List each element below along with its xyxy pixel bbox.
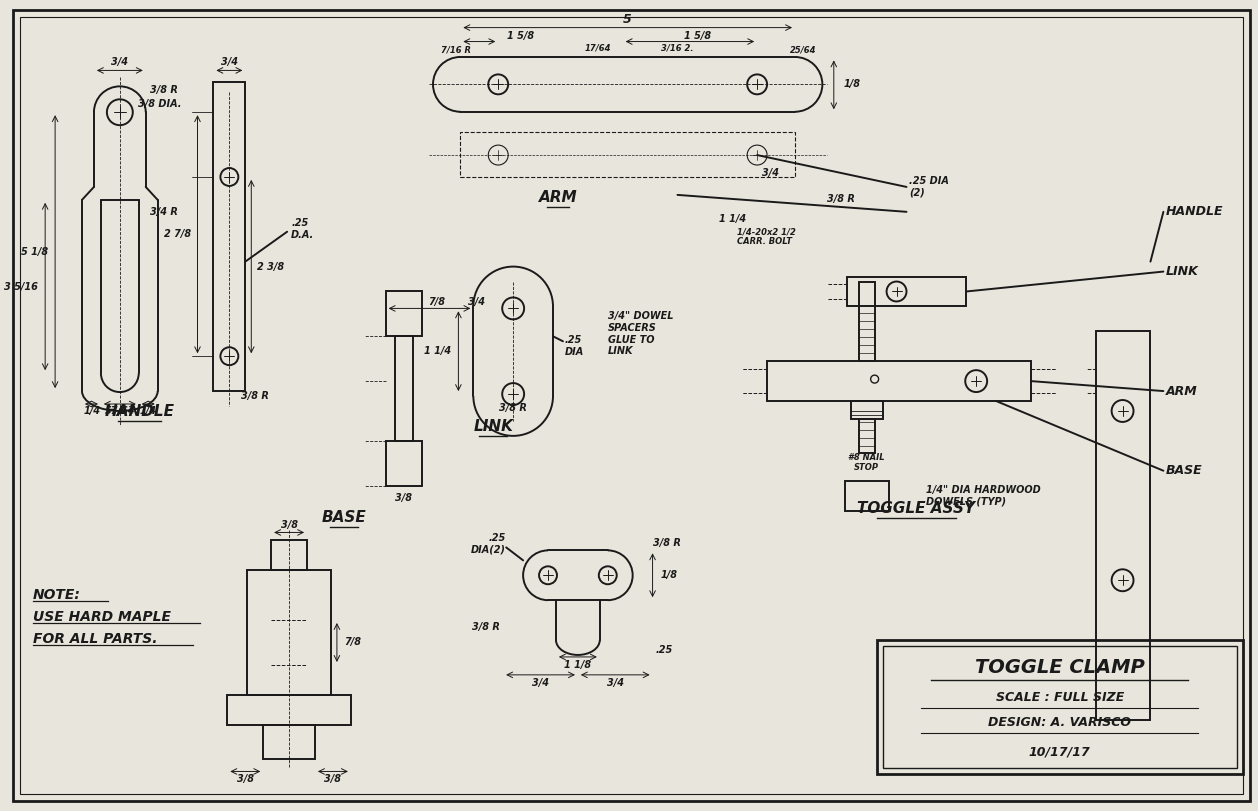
- Text: 3/4: 3/4: [221, 58, 238, 67]
- Bar: [859, 281, 874, 361]
- Text: DESIGN: A. VARISCO: DESIGN: A. VARISCO: [989, 716, 1131, 729]
- Text: HANDLE: HANDLE: [1165, 205, 1223, 218]
- Text: 10/17/17: 10/17/17: [1029, 745, 1091, 758]
- Text: 1 5/8: 1 5/8: [684, 31, 711, 41]
- Text: 1/4" DIA HARDWOOD
DOWELS (TYP): 1/4" DIA HARDWOOD DOWELS (TYP): [926, 485, 1042, 506]
- Text: 7/8: 7/8: [343, 637, 361, 647]
- Text: #8 NAIL
STOP: #8 NAIL STOP: [848, 453, 884, 473]
- Text: 25/64: 25/64: [790, 45, 816, 54]
- Text: 1 5/8: 1 5/8: [507, 31, 533, 41]
- Text: 3/8: 3/8: [281, 521, 298, 530]
- Text: 3/8: 3/8: [395, 492, 413, 503]
- Text: 1/4: 1/4: [83, 406, 101, 416]
- Bar: [847, 277, 966, 307]
- Text: 57/64: 57/64: [104, 406, 135, 416]
- Text: 1 1/4: 1 1/4: [718, 214, 746, 224]
- Text: 3/8 R: 3/8 R: [653, 539, 681, 548]
- Text: HANDLE: HANDLE: [104, 404, 175, 419]
- Text: 7/8: 7/8: [429, 298, 445, 307]
- Text: NOTE:: NOTE:: [33, 588, 81, 603]
- Text: 1/4-20x2 1/2
CARR. BOLT: 1/4-20x2 1/2 CARR. BOLT: [737, 227, 796, 247]
- Text: 5: 5: [623, 13, 632, 26]
- Bar: [395, 337, 413, 441]
- Bar: [228, 695, 351, 725]
- Text: .25
DIA(2): .25 DIA(2): [472, 533, 506, 554]
- Text: BASE: BASE: [1165, 464, 1201, 477]
- Text: 3/4: 3/4: [532, 678, 548, 688]
- Text: TOGGLE ASSY: TOGGLE ASSY: [858, 500, 975, 516]
- Text: 2 3/8: 2 3/8: [257, 262, 284, 272]
- Text: ARM: ARM: [1165, 384, 1198, 397]
- Text: ARM: ARM: [538, 190, 577, 205]
- Text: LINK: LINK: [1165, 265, 1198, 278]
- Text: .25
DIA: .25 DIA: [565, 336, 584, 357]
- Text: .25 DIA
(2): .25 DIA (2): [910, 176, 950, 198]
- Bar: [877, 640, 1243, 775]
- Text: 3/8: 3/8: [237, 775, 254, 784]
- Text: 3/8 R: 3/8 R: [150, 85, 177, 96]
- Text: .25
D.A.: .25 D.A.: [291, 218, 314, 239]
- Bar: [460, 132, 795, 177]
- Text: 3/4 R: 3/4 R: [150, 207, 177, 217]
- Bar: [263, 725, 314, 759]
- Text: 1/8: 1/8: [660, 570, 678, 581]
- Text: 1 1/8: 1 1/8: [565, 660, 591, 670]
- Text: 1/4: 1/4: [140, 406, 156, 416]
- Bar: [883, 646, 1237, 769]
- Text: 3/8 R: 3/8 R: [827, 194, 854, 204]
- Text: 7/16 R: 7/16 R: [442, 45, 472, 54]
- Text: 3/4: 3/4: [762, 168, 779, 178]
- Text: 3/8 R: 3/8 R: [242, 391, 269, 401]
- Text: SCALE : FULL SIZE: SCALE : FULL SIZE: [996, 691, 1123, 704]
- Text: 2 7/8: 2 7/8: [165, 229, 191, 238]
- Text: 3/4" DOWEL
SPACERS
GLUE TO
LINK: 3/4" DOWEL SPACERS GLUE TO LINK: [608, 311, 673, 356]
- Text: 3/8 R: 3/8 R: [499, 403, 527, 413]
- Text: 3 5/16: 3 5/16: [4, 281, 38, 291]
- Text: LINK: LINK: [473, 418, 513, 434]
- Text: .25: .25: [655, 645, 673, 655]
- Text: TOGGLE CLAMP: TOGGLE CLAMP: [975, 659, 1145, 677]
- Text: 3/4: 3/4: [468, 298, 486, 307]
- Text: 1 1/4: 1 1/4: [424, 346, 452, 356]
- Text: BASE: BASE: [322, 510, 366, 526]
- Bar: [1096, 332, 1151, 719]
- Bar: [272, 540, 307, 570]
- Bar: [214, 83, 245, 391]
- Text: 3/4: 3/4: [112, 58, 128, 67]
- Text: FOR ALL PARTS.: FOR ALL PARTS.: [33, 632, 157, 646]
- Bar: [850, 401, 883, 419]
- Bar: [386, 291, 421, 337]
- Bar: [859, 419, 874, 453]
- Bar: [386, 441, 421, 486]
- Text: 3/4: 3/4: [608, 678, 624, 688]
- Bar: [767, 361, 1032, 401]
- Text: 3/8: 3/8: [325, 775, 341, 784]
- Text: 3/16 2.: 3/16 2.: [662, 43, 693, 52]
- Text: 3/8 DIA.: 3/8 DIA.: [138, 99, 181, 109]
- Text: USE HARD MAPLE: USE HARD MAPLE: [33, 610, 171, 624]
- Text: 17/64: 17/64: [585, 43, 611, 52]
- Text: 3/8 R: 3/8 R: [472, 622, 501, 632]
- Bar: [248, 570, 331, 695]
- Text: 1/8: 1/8: [844, 79, 860, 89]
- Bar: [845, 481, 888, 511]
- Text: 5 1/8: 5 1/8: [21, 247, 48, 256]
